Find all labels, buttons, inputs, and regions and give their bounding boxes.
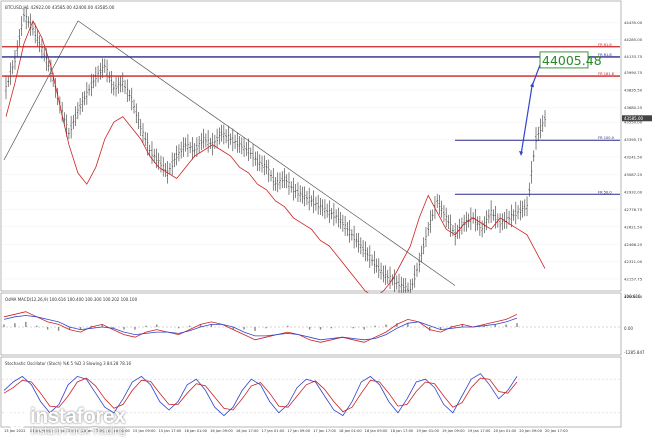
price-tick-label: 43550.00 (624, 120, 643, 125)
osma-panel: OsMA MACD(12,26,9) 100.616 100.400 100.3… (0, 292, 645, 356)
time-tick-label: 16 Jan 09:00 (210, 429, 233, 433)
fibonacci-levels: FR 61.8 FR 61.8 FR 161.8 FR 100.0 FR 50.0 (2, 43, 620, 195)
time-tick-label: 19 Jan 01:00 (416, 429, 439, 433)
logo-icon (5, 405, 29, 429)
price-tick-label: 44285.00 (624, 37, 643, 42)
time-tick-label: 17 Jan 17:00 (313, 429, 336, 433)
trendline (3, 20, 456, 286)
time-tick-label: 14 Jan 17:00 (81, 429, 104, 433)
time-tick-label: 19 Jan 09:00 (442, 429, 465, 433)
chart-header: BTCUSD,H1 42922.00 43585.00 42400.00 435… (5, 5, 115, 10)
price-tick-label: 43087.25 (624, 172, 643, 177)
price-tick-label: 43990.75 (624, 70, 643, 75)
current-price-tag: 43585.00 (622, 115, 652, 122)
downtrend-line (77, 20, 456, 286)
time-tick-label: 17 Jan 09:00 (287, 429, 310, 433)
osma-label: OsMA MACD(12,26,9) 100.616 100.400 100.3… (5, 297, 138, 302)
price-tick-label: 43835.50 (624, 88, 643, 93)
logo-tagline: Instant Forex Trading (31, 426, 126, 437)
stoch-d-line (3, 377, 518, 413)
price-axis: 44435.00 44285.00 44133.75 43990.75 43835.50… (624, 20, 643, 299)
macd-line (3, 311, 518, 343)
fib-level-label: FR 100.0 (598, 136, 615, 140)
time-tick-label: 20 Jan 09:00 (519, 429, 542, 433)
time-tick-label: 15 Jan 09:00 (133, 429, 156, 433)
target-value: 44005.48 (542, 53, 602, 68)
fib-level-label: FR 61.8 (598, 53, 612, 57)
price-tick-label: 44133.75 (624, 54, 643, 59)
fib-level-label: FR 161.8 (598, 72, 615, 76)
logo-brand: instaforex (30, 405, 126, 428)
time-tick-label: 19 Jan 17:00 (468, 429, 491, 433)
stochastic-panel: Stochastic Oscillator (Stoch) %K 5 %D 3 … (0, 356, 622, 428)
osma-tick-top: 100.616 (624, 294, 641, 299)
time-tick-label: 13 Jan 2022 (4, 429, 26, 433)
target-label: 44005.48 (539, 51, 602, 69)
instaforex-logo: instaforex Instant Forex Trading (4, 404, 126, 437)
price-tick-label: 42621.50 (624, 224, 643, 229)
moving-average (5, 19, 546, 298)
stoch-label: Stochastic Oscillator (Stoch) %K 5 %D 3 … (5, 361, 132, 366)
signal-line (3, 315, 518, 341)
time-tick-label: 18 Jan 01:00 (339, 429, 362, 433)
time-tick-label: 15 Jan 17:00 (159, 429, 182, 433)
ma-line (5, 19, 546, 298)
price-tick-label: 43680.25 (624, 105, 643, 110)
price-tick-label: 42932.00 (624, 189, 643, 194)
price-tick-label: 43395.75 (624, 137, 643, 142)
time-tick-label: 20 Jan 17:00 (545, 429, 568, 433)
projection-arrows (519, 56, 544, 156)
time-tick-label: 17 Jan 01:00 (262, 429, 285, 433)
fib-level-label: FR 61.8 (598, 43, 612, 47)
arrow-head (519, 150, 523, 156)
osma-tick-mid: 0.00 (624, 326, 633, 331)
time-tick-label: 15 Jan 01:00 (107, 429, 130, 433)
time-tick-label: 16 Jan 01:00 (184, 429, 207, 433)
price-tick-label: 42466.25 (624, 242, 643, 247)
price-tick-label: 42157.75 (624, 276, 643, 281)
stoch-k-line (3, 373, 518, 417)
price-panel: BTCUSD,H1 42922.00 43585.00 42400.00 435… (0, 0, 652, 302)
time-tick-label: 16 Jan 17:00 (236, 429, 259, 433)
time-tick-label: 20 Jan 01:00 (493, 429, 516, 433)
price-tick-label: 42311.00 (624, 259, 643, 264)
price-tick-label: 44435.00 (624, 20, 643, 25)
price-tick-label: 42000.50 (624, 294, 643, 299)
time-tick-label: 18 Jan 17:00 (390, 429, 413, 433)
fib-level-label: FR 50.0 (598, 190, 612, 194)
uptrend-line (3, 20, 79, 161)
arrow-head (530, 82, 534, 88)
time-tick-label: 14 Jan 09:00 (56, 429, 79, 433)
svg-text:43585.00: 43585.00 (624, 116, 644, 121)
time-axis: 13 Jan 2022 14 Jan 00:00 14 Jan 09:00 14 Ja… (4, 429, 568, 433)
price-tick-label: 43241.50 (624, 154, 643, 159)
time-tick-label: 14 Jan 00:00 (30, 429, 53, 433)
osma-tick-bottom: -1285.847 (624, 350, 645, 355)
price-tick-label: 42776.75 (624, 207, 643, 212)
time-tick-label: 18 Jan 09:00 (365, 429, 388, 433)
